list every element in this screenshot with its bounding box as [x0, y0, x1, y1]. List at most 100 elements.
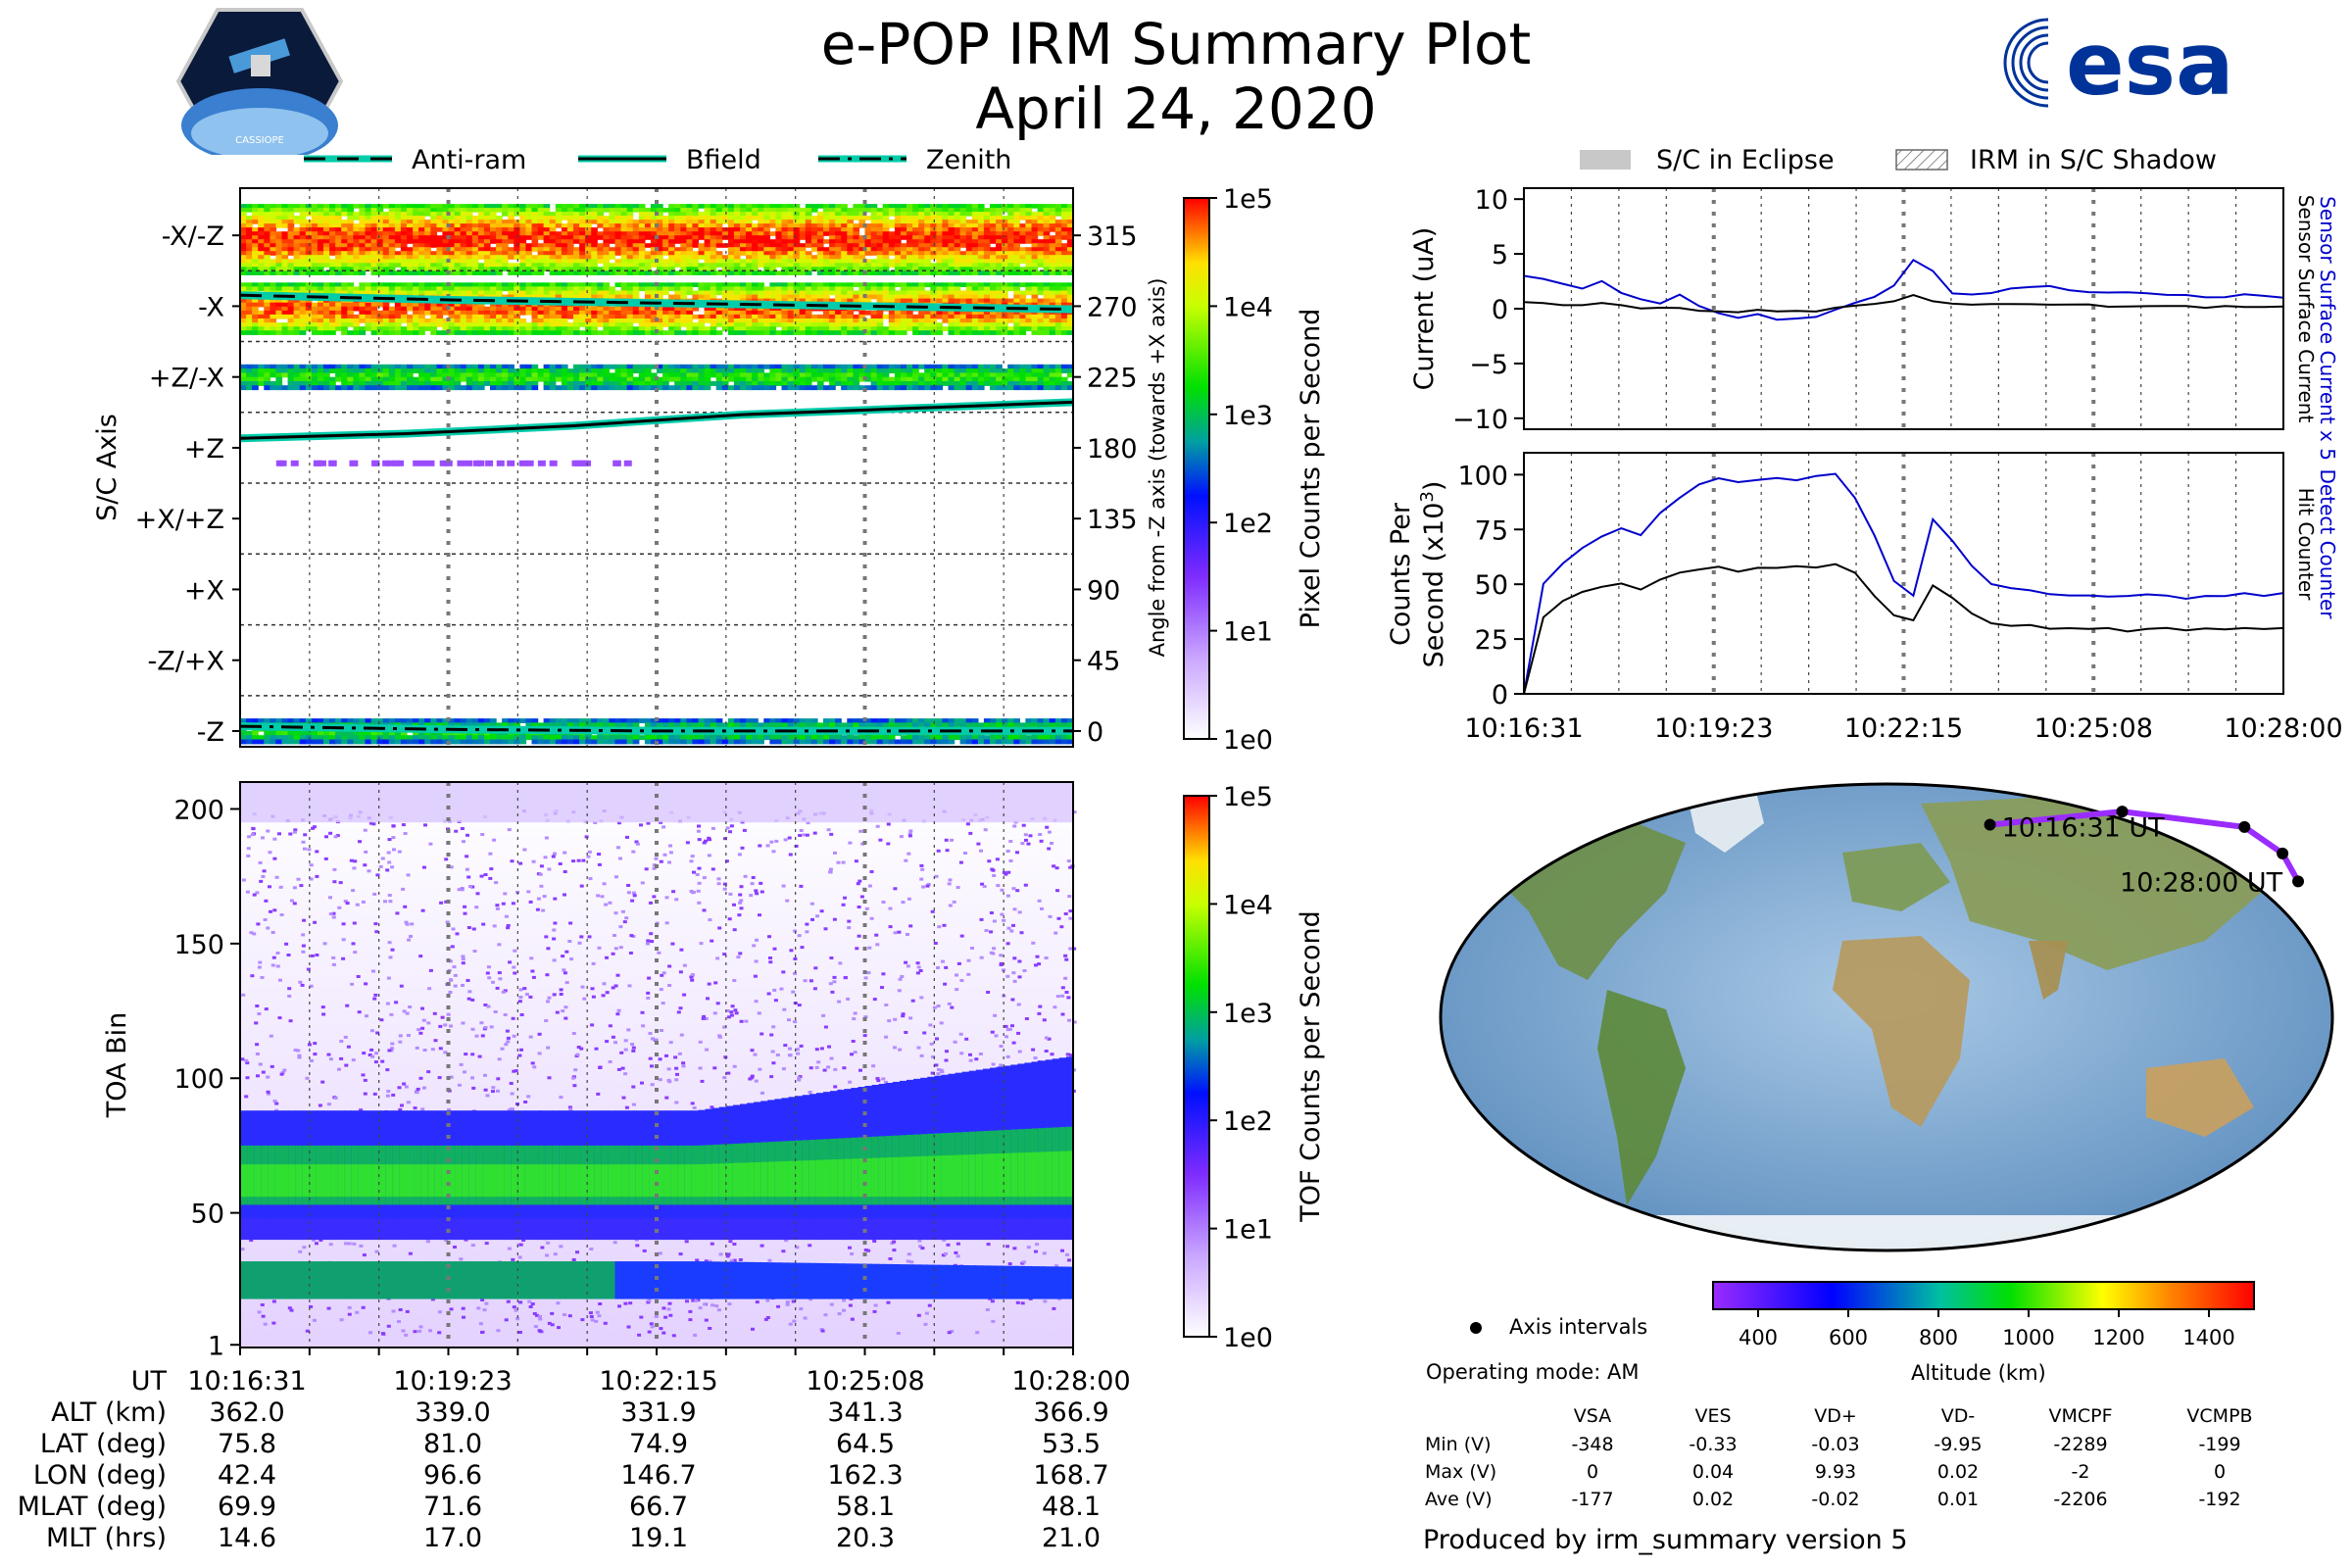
sc-axis-band-cell [240, 718, 247, 723]
sc-axis-band-cell [270, 286, 277, 292]
sc-axis-band-cell [609, 212, 616, 217]
sc-axis-band-cell [864, 239, 872, 244]
sc-axis-band-cell [626, 290, 634, 296]
sc-axis-band-cell [240, 372, 247, 378]
sc-axis-band-cell [787, 282, 795, 287]
sc-axis-band-cell [519, 267, 527, 271]
sc-axis-band-cell [519, 208, 527, 213]
sc-axis-band-cell [870, 381, 878, 386]
sc-axis-band-cell [650, 220, 658, 224]
sc-axis-band-cell [769, 216, 777, 220]
sc-axis-band-cell [680, 364, 687, 369]
sc-axis-band-cell [638, 376, 646, 382]
sc-axis-band-cell [816, 247, 824, 252]
sc-axis-band-cell [924, 231, 931, 236]
sc-axis-band-cell [609, 263, 616, 268]
sc-axis-band-cell [793, 310, 801, 316]
sc-axis-band-cell [638, 286, 646, 292]
sc-axis-band-cell [816, 294, 824, 300]
sc-axis-band-cell [841, 298, 848, 304]
sc-axis-band-cell [620, 204, 628, 209]
sc-axis-band-cell [477, 247, 485, 252]
sc-axis-band-cell [1025, 314, 1033, 319]
sc-axis-band-cell [477, 227, 485, 232]
sc-axis-band-cell [430, 235, 437, 240]
sc-axis-band-cell [781, 259, 789, 264]
sc-axis-band-cell [763, 243, 770, 248]
sc-axis-band-cell [609, 239, 616, 244]
sc-axis-band-cell [388, 718, 396, 723]
sc-axis-band-cell [566, 227, 574, 232]
sc-axis-band-cell [781, 298, 789, 304]
sc-axis-band-cell [293, 255, 301, 260]
sc-axis-band-cell [864, 243, 872, 248]
sc-axis-band-cell [376, 231, 384, 236]
sc-axis-band-cell [466, 227, 473, 232]
sc-axis-band-cell [496, 247, 503, 252]
sc-axis-band-cell [1007, 208, 1014, 213]
sc-axis-band-cell [620, 231, 628, 236]
sc-axis-band-cell [597, 314, 604, 319]
sc-axis-band-cell [448, 212, 456, 217]
sc-axis-band-cell [424, 318, 431, 323]
sc-axis-band-cell [335, 310, 342, 316]
sc-axis-band-cell [471, 364, 479, 369]
sc-axis-band-cell [591, 322, 598, 327]
sc-axis-band-cell [424, 239, 431, 244]
sc-axis-band-cell [674, 255, 681, 260]
sc-axis-band-cell [496, 223, 503, 228]
sc-axis-band-cell [370, 208, 378, 213]
sc-axis-band-cell [287, 318, 295, 323]
sc-axis-band-cell [388, 368, 396, 373]
sc-axis-band-cell [924, 381, 931, 386]
sc-axis-band-cell [942, 326, 950, 331]
sc-axis-band-cell [591, 212, 598, 217]
sc-axis-band-cell [965, 255, 973, 260]
sc-axis-band-cell [281, 247, 289, 252]
sc-axis-band-cell [591, 220, 598, 224]
sc-axis-band-cell [704, 310, 711, 316]
sc-axis-band-cell [948, 255, 956, 260]
sc-axis-band-cell [1054, 223, 1062, 228]
sc-axis-band-cell [388, 286, 396, 292]
sc-axis-band-cell [996, 286, 1003, 292]
sc-axis-band-cell [948, 381, 956, 386]
sc-axis-band-cell [537, 231, 545, 236]
sc-axis-band-cell [614, 385, 622, 391]
sc-axis-band-cell [1013, 270, 1020, 275]
sc-axis-band-cell [537, 227, 545, 232]
sc-axis-band-cell [882, 255, 890, 260]
sc-axis-band-cell [335, 239, 342, 244]
sc-axis-band-cell [983, 235, 991, 240]
sc-axis-band-cell [835, 216, 842, 220]
sc-axis-band-cell [514, 372, 520, 378]
sc-axis-band-cell [335, 231, 342, 236]
sc-axis-band-cell [620, 306, 628, 312]
sc-axis-band-cell [1019, 255, 1027, 260]
sc-axis-band-cell [525, 259, 533, 264]
sc-axis-band-cell [858, 282, 866, 287]
sc-axis-band-cell [876, 310, 884, 316]
sc-axis-band-cell [353, 223, 361, 228]
sc-axis-band-cell [436, 255, 444, 260]
sc-axis-band-cell [1007, 220, 1014, 224]
sc-axis-band-cell [680, 286, 687, 292]
sc-axis-band-cell [341, 247, 348, 252]
sc-axis-band-cell [597, 220, 604, 224]
sc-axis-band-cell [1054, 227, 1062, 232]
sc-axis-band-cell [900, 282, 907, 287]
sc-axis-band-cell [1049, 216, 1056, 220]
sc-axis-band-cell [317, 220, 324, 224]
sc-axis-band-cell [626, 376, 634, 382]
sc-axis-band-cell [662, 235, 669, 240]
sc-axis-band-cell [752, 247, 759, 252]
sc-axis-band-cell [650, 381, 658, 386]
sc-axis-band-cell [566, 306, 574, 312]
sc-axis-band-cell [573, 216, 580, 220]
sc-axis-band-cell [942, 255, 950, 260]
sc-axis-band-cell [597, 247, 604, 252]
sc-axis-band-cell [413, 208, 419, 213]
sc-axis-band-cell [388, 231, 396, 236]
sc-axis-band-cell [787, 270, 795, 275]
sc-axis-band-cell [900, 385, 907, 391]
